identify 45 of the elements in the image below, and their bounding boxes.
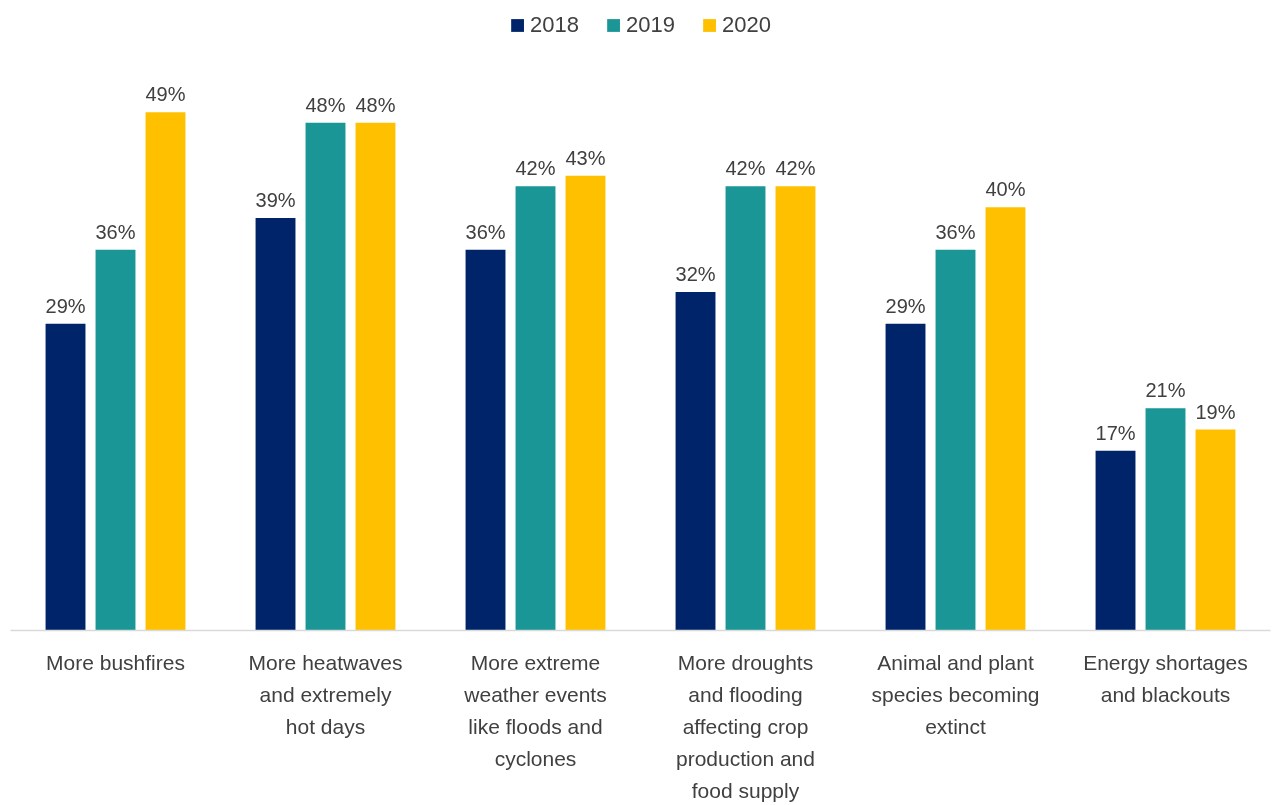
data-label: 48% (305, 93, 346, 116)
bar (45, 323, 86, 631)
bar (1195, 429, 1236, 631)
data-label: 36% (935, 220, 976, 243)
legend-label: 2020 (721, 12, 771, 38)
data-label: 49% (145, 83, 186, 106)
bar (885, 323, 926, 631)
data-label: 43% (565, 146, 606, 169)
bar (565, 175, 606, 631)
x-tick-label: More bushfires (46, 650, 185, 674)
data-label: 36% (95, 220, 136, 243)
bar (305, 122, 346, 631)
bar (725, 186, 766, 631)
x-tick-label: Energy shortages and blackouts (1083, 650, 1248, 706)
x-tick-label: More extreme weather events like floods and cyclones (463, 650, 607, 771)
data-label: 40% (985, 178, 1026, 201)
bar (985, 207, 1026, 631)
bar (145, 112, 186, 631)
bar (515, 186, 556, 631)
bar (465, 249, 506, 631)
x-tick-label: More heatwaves and extremely hot days (248, 650, 403, 738)
data-label: 42% (775, 157, 816, 180)
data-label: 39% (255, 188, 296, 211)
data-label: 42% (515, 157, 556, 180)
bar (95, 249, 136, 631)
bar (355, 122, 396, 631)
bar (1095, 450, 1136, 631)
bar (675, 292, 716, 631)
x-tick-label: More droughts and flooding affecting crop production and food supply (676, 650, 815, 803)
data-label: 29% (885, 294, 926, 317)
bar (255, 217, 296, 631)
bar (775, 186, 816, 631)
x-tick-label: Animal and plant species becoming extinct (871, 650, 1040, 738)
data-label: 32% (675, 263, 716, 285)
legend-label: 2018 (530, 12, 580, 38)
data-label: 48% (355, 93, 396, 116)
legend-label: 2019 (626, 12, 675, 38)
bar (935, 249, 976, 631)
data-label: 21% (1145, 379, 1186, 402)
data-label: 19% (1195, 400, 1236, 423)
bar (1145, 408, 1186, 631)
data-label: 42% (725, 157, 766, 180)
data-label: 36% (465, 220, 506, 243)
data-label: 29% (45, 294, 86, 317)
data-label: 17% (1095, 421, 1136, 444)
